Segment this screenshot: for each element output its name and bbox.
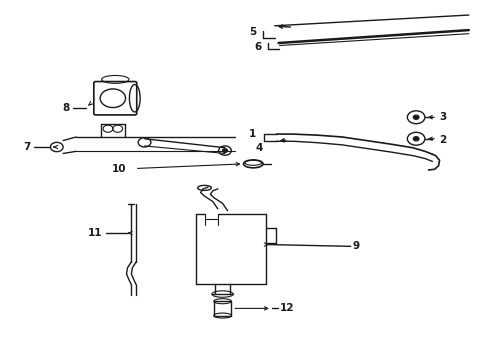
Text: 2: 2 — [439, 135, 446, 145]
Text: 4: 4 — [255, 143, 263, 153]
Circle shape — [222, 149, 227, 152]
Text: 6: 6 — [254, 42, 261, 51]
Text: 12: 12 — [279, 303, 293, 314]
Ellipse shape — [213, 299, 231, 304]
Text: 3: 3 — [439, 112, 446, 122]
Text: 5: 5 — [248, 27, 256, 37]
Text: 11: 11 — [87, 228, 102, 238]
Text: 8: 8 — [62, 103, 70, 113]
Ellipse shape — [197, 185, 211, 190]
Text: 9: 9 — [352, 241, 359, 251]
Ellipse shape — [213, 313, 231, 318]
Text: 1: 1 — [248, 129, 256, 139]
FancyBboxPatch shape — [94, 82, 137, 115]
Circle shape — [412, 115, 418, 120]
Ellipse shape — [211, 291, 233, 297]
Text: 10: 10 — [112, 163, 126, 174]
Text: 7: 7 — [23, 142, 31, 152]
Circle shape — [412, 136, 418, 141]
